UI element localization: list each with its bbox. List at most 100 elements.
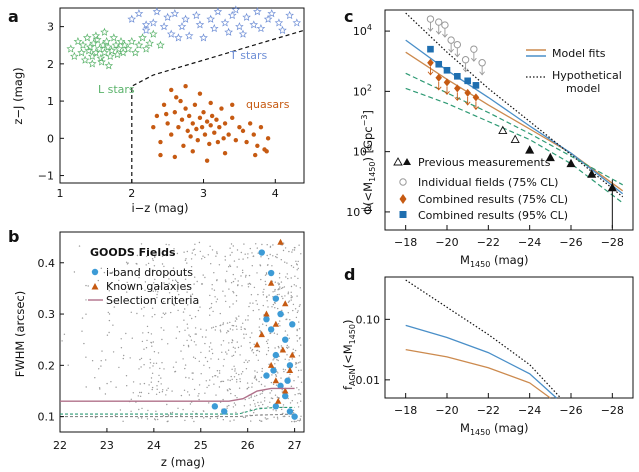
individual-field-point	[478, 59, 486, 67]
known-galaxy-point	[263, 310, 270, 317]
field-source-point	[139, 395, 142, 397]
field-source-point	[227, 330, 230, 332]
field-source-point	[251, 386, 253, 388]
field-source-point	[280, 259, 282, 261]
field-source-point	[147, 331, 150, 334]
field-source-point	[177, 407, 179, 409]
field-source-point	[206, 386, 208, 389]
field-source-point	[296, 295, 298, 297]
t-star-point	[174, 33, 183, 42]
field-source-point	[173, 248, 175, 250]
individual-field-arrow	[471, 52, 477, 62]
field-source-point	[232, 346, 235, 348]
quasar-point	[258, 124, 264, 130]
field-source-point	[126, 281, 128, 284]
quasar-point	[169, 132, 174, 137]
field-source-point	[193, 420, 195, 423]
field-source-point	[275, 374, 277, 376]
previous-measurement-point	[545, 152, 555, 162]
field-source-point	[290, 297, 292, 299]
field-source-point	[186, 262, 188, 264]
x-tick-label: −20	[435, 236, 458, 249]
field-source-point	[135, 262, 137, 265]
field-source-point	[260, 376, 262, 379]
combined75-arrow	[444, 86, 450, 96]
t-star-point	[274, 18, 284, 27]
field-source-point	[188, 377, 190, 379]
field-source-point	[228, 288, 230, 290]
quasar-point	[183, 83, 188, 89]
panel-b-ticks: 22 23 24 25 26 27 0.1 0.2 0.3 0.4	[38, 257, 302, 452]
field-source-point	[204, 276, 206, 279]
field-source-point	[249, 408, 252, 411]
dropout-point	[272, 295, 280, 302]
dropout-point	[221, 408, 228, 415]
l-star-point	[102, 36, 111, 46]
field-source-point	[187, 344, 190, 347]
field-source-point	[295, 260, 297, 262]
l-star-point	[127, 36, 137, 46]
field-source-point	[211, 352, 214, 355]
field-source-point	[167, 343, 169, 345]
field-source-point	[204, 356, 207, 359]
field-source-point	[265, 324, 268, 327]
l-star-point	[73, 36, 83, 46]
field-source-point	[254, 403, 256, 405]
field-source-point	[272, 244, 274, 246]
field-source-point	[265, 340, 268, 343]
dropout-point	[284, 377, 291, 384]
field-source-point	[281, 287, 283, 290]
field-source-point	[197, 309, 200, 312]
field-source-point	[255, 379, 258, 381]
field-source-point	[275, 375, 278, 377]
field-source-point	[290, 299, 292, 301]
field-source-point	[134, 283, 136, 285]
field-source-point	[261, 367, 263, 370]
panel-c-marks	[405, 12, 624, 228]
y-tick-label: 100	[353, 144, 372, 159]
field-source-point	[215, 255, 217, 257]
field-source-point	[73, 271, 76, 273]
field-source-point	[151, 386, 154, 389]
field-source-point	[295, 285, 297, 287]
field-source-point	[229, 264, 231, 266]
field-source-point	[172, 303, 175, 306]
field-source-point	[103, 271, 106, 274]
field-source-point	[266, 244, 268, 246]
field-source-point	[185, 258, 187, 260]
field-source-point	[85, 299, 87, 301]
field-source-point	[172, 366, 175, 368]
field-source-point	[250, 294, 253, 296]
field-source-point	[126, 263, 129, 265]
field-source-point	[249, 341, 251, 344]
legend-individual-label: Individual fields (75% CL)	[418, 176, 558, 189]
field-source-point	[94, 377, 96, 379]
field-source-point	[228, 266, 230, 268]
field-source-point	[247, 315, 249, 317]
field-source-point	[203, 417, 205, 419]
axis-d-x-unit: (mag)	[490, 421, 528, 435]
field-source-point	[231, 355, 233, 357]
field-source-point	[172, 285, 174, 287]
field-source-point	[127, 287, 130, 290]
quasar-point	[195, 137, 200, 143]
l-star-point	[100, 48, 109, 57]
field-source-point	[191, 252, 193, 254]
combined-lower-line	[405, 87, 624, 204]
field-source-point	[143, 306, 145, 309]
field-source-point	[146, 418, 149, 420]
field-source-point	[279, 286, 281, 288]
field-source-point	[234, 404, 237, 406]
quasar-point	[237, 124, 242, 130]
axis-c-y-close: ) [Gpc	[361, 126, 375, 161]
t-star-point	[220, 18, 230, 27]
l-star-point	[82, 33, 92, 42]
t-star-point	[235, 22, 244, 31]
panel-c-legend: Model fits Hypothetical model Previous m…	[393, 47, 622, 222]
known-galaxy-point	[253, 341, 261, 348]
field-source-point	[123, 354, 125, 357]
field-source-point	[297, 419, 299, 422]
field-source-point	[213, 289, 216, 291]
field-source-point	[199, 250, 201, 253]
combined75-arrow	[427, 66, 434, 76]
